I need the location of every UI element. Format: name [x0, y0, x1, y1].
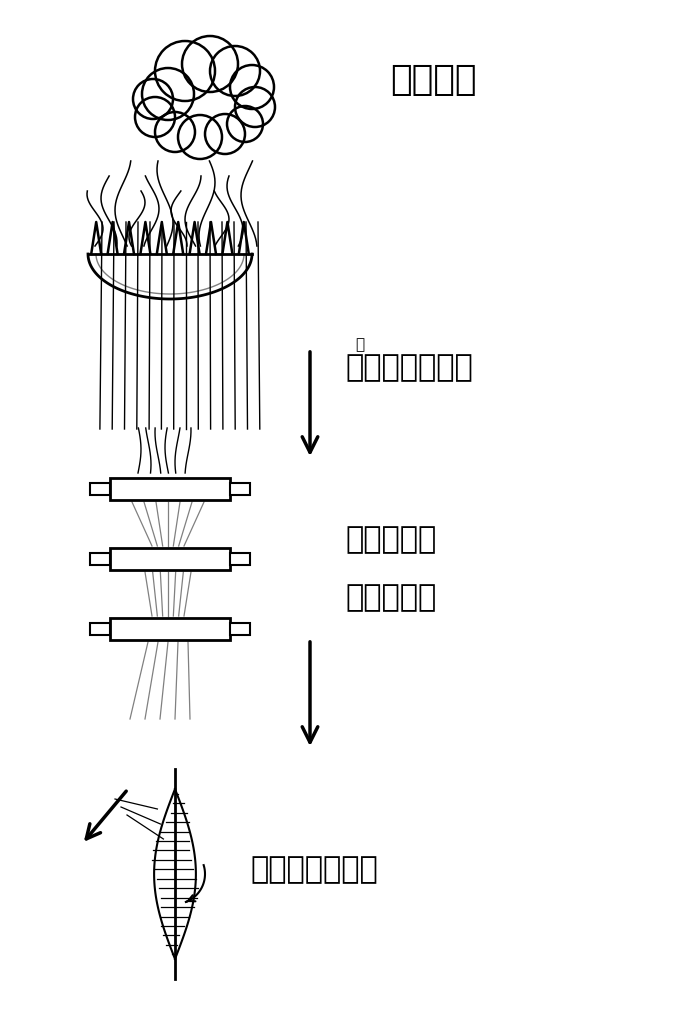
Text: （均一化）: （均一化） — [345, 583, 436, 612]
Circle shape — [182, 37, 238, 93]
Text: 撚り・巻き取り: 撚り・巻き取り — [250, 854, 378, 884]
Bar — [110, 478, 230, 500]
Bar — [90, 483, 110, 495]
Bar — [230, 624, 250, 635]
Circle shape — [178, 116, 222, 160]
Text: す: す — [355, 337, 364, 352]
Circle shape — [227, 107, 263, 143]
Circle shape — [230, 66, 274, 110]
Bar — [230, 483, 250, 495]
Circle shape — [155, 113, 195, 153]
Bar — [110, 619, 230, 640]
Circle shape — [142, 69, 194, 121]
Text: 梳く（平行に）: 梳く（平行に） — [345, 353, 473, 382]
Circle shape — [135, 98, 175, 137]
Bar — [230, 553, 250, 565]
Text: 繊維の塊: 繊維の塊 — [390, 63, 477, 97]
Circle shape — [235, 88, 275, 127]
Bar — [110, 548, 230, 570]
Bar — [90, 624, 110, 635]
Circle shape — [155, 42, 215, 102]
Circle shape — [133, 80, 173, 120]
Bar — [90, 553, 110, 565]
Circle shape — [210, 47, 260, 97]
Text: 引き伸ばし: 引き伸ばし — [345, 525, 436, 554]
Circle shape — [205, 115, 245, 155]
